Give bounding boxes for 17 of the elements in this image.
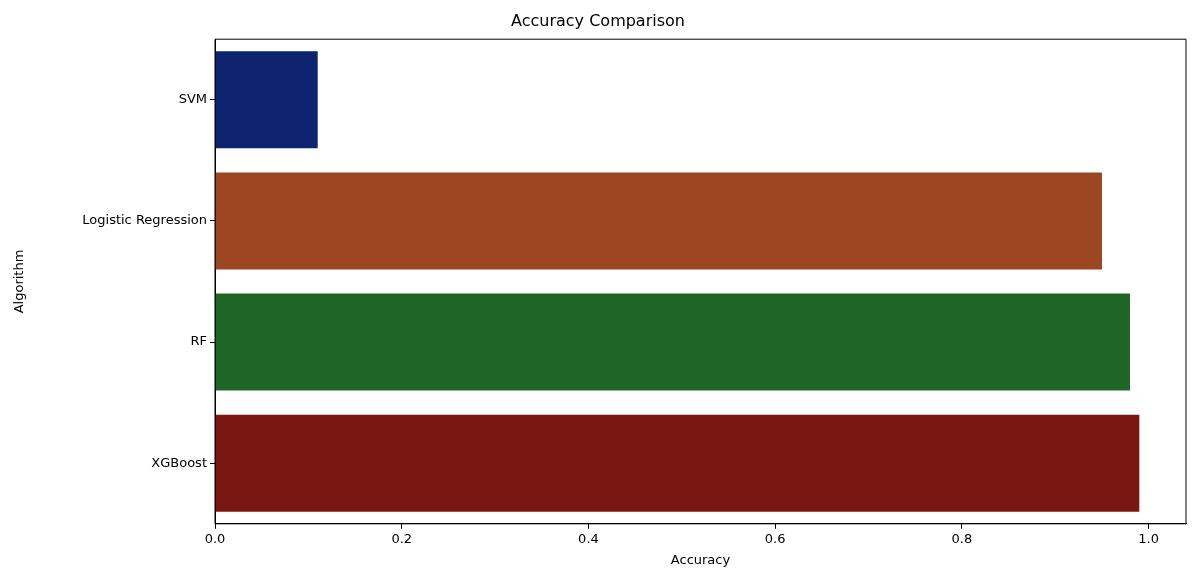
y-tick-label: XGBoost (151, 454, 207, 470)
chart-title: Accuracy Comparison (511, 10, 685, 30)
x-tick-label: 1.0 (1138, 530, 1159, 546)
x-tick-label: 0.2 (391, 530, 413, 546)
y-tick-label: SVM (178, 91, 207, 107)
y-tick-label: RF (190, 333, 207, 349)
bar (215, 414, 1140, 512)
x-axis-title: Accuracy (670, 551, 731, 567)
x-tick-label: 0.0 (204, 530, 226, 546)
x-tick-label: 0.4 (578, 530, 599, 546)
x-tick-label: 0.6 (764, 530, 786, 546)
y-tick-label: Logistic Regression (82, 212, 207, 228)
bar (215, 51, 318, 149)
x-tick-label: 0.8 (951, 530, 973, 546)
bar (215, 172, 1102, 270)
y-axis-title: Algorithm (11, 249, 27, 314)
bar (215, 293, 1130, 391)
